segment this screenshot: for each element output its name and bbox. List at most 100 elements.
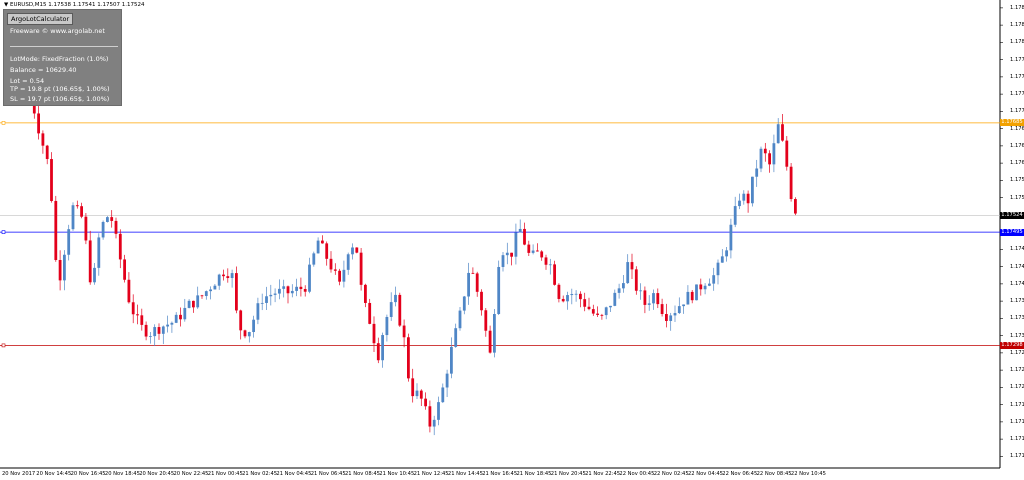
bear-candle bbox=[58, 259, 62, 281]
price-tick-label: 1.17165 bbox=[1010, 418, 1024, 425]
bull-candle bbox=[101, 221, 105, 238]
bull-candle bbox=[342, 269, 346, 282]
lot-text: Lot = 0.54 bbox=[10, 77, 45, 85]
time-tick-label: 22 Nov 06:45 bbox=[722, 471, 758, 477]
bull-candle bbox=[97, 237, 101, 268]
bull-candle bbox=[604, 307, 608, 316]
time-tick-label: 22 Nov 08:45 bbox=[756, 471, 792, 477]
current-price-label: 1.17524 bbox=[1000, 211, 1024, 219]
bull-candle bbox=[282, 286, 286, 289]
bull-candle bbox=[708, 283, 711, 286]
bear-candle bbox=[226, 276, 230, 279]
entry-line-handle bbox=[1, 230, 6, 234]
bull-candle bbox=[759, 148, 763, 169]
symbol-header: ▼ EURUSD,M15 1.17538 1.17541 1.17507 1.1… bbox=[4, 2, 145, 8]
time-tick-label: 22 Nov 02:45 bbox=[653, 471, 689, 477]
bull-candle bbox=[170, 322, 174, 325]
bull-candle bbox=[776, 124, 780, 144]
time-tick-label: 21 Nov 10:45 bbox=[379, 471, 415, 477]
bull-candle bbox=[733, 206, 737, 225]
bear-candle bbox=[136, 314, 139, 316]
bear-candle bbox=[355, 247, 359, 253]
price-tick-label: 1.17255 bbox=[1010, 367, 1024, 374]
bull-candle bbox=[153, 327, 157, 337]
bull-candle bbox=[260, 302, 264, 304]
dropdown-arrow-icon[interactable]: ▼ bbox=[4, 2, 9, 8]
bull-candle bbox=[673, 313, 677, 316]
time-tick-label: 21 Nov 12:45 bbox=[413, 471, 449, 477]
price-tick-label: 1.17345 bbox=[1010, 315, 1024, 322]
bear-candle bbox=[510, 252, 513, 257]
bull-candle bbox=[626, 262, 630, 284]
bull-candle bbox=[669, 315, 673, 321]
time-tick-label: 21 Nov 22:45 bbox=[585, 471, 621, 477]
bull-candle bbox=[187, 300, 191, 308]
price-tick-label: 1.17465 bbox=[1010, 246, 1024, 253]
bull-candle bbox=[166, 324, 169, 327]
lot-calculator-title-button[interactable]: ArgoLotCalculator bbox=[7, 13, 74, 25]
candles bbox=[28, 10, 797, 436]
bull-candle bbox=[174, 314, 178, 323]
sl-price-label: 1.17298 bbox=[1000, 341, 1024, 349]
bull-candle bbox=[290, 290, 294, 294]
bull-candle bbox=[106, 217, 109, 222]
bear-candle bbox=[557, 284, 561, 299]
bull-candle bbox=[415, 390, 419, 397]
bull-candle bbox=[458, 310, 462, 329]
time-tick-label: 21 Nov 14:45 bbox=[447, 471, 483, 477]
bear-candle bbox=[591, 309, 595, 314]
tp-line-handle bbox=[1, 121, 6, 125]
bull-candle bbox=[613, 292, 617, 306]
bull-candle bbox=[652, 293, 655, 304]
tp-text: TP = 19.8 pt (106.65$, 1.00%) bbox=[10, 85, 110, 93]
symbol-info: EURUSD,M15 1.17538 1.17541 1.17507 1.175… bbox=[9, 2, 145, 8]
bear-candle bbox=[192, 300, 195, 308]
bear-candle bbox=[54, 200, 58, 260]
bear-candle bbox=[781, 124, 784, 141]
bear-candle bbox=[484, 310, 488, 331]
bull-candle bbox=[432, 419, 436, 427]
time-tick-label: 20 Nov 20:45 bbox=[139, 471, 175, 477]
price-tick-label: 1.17645 bbox=[1010, 142, 1024, 149]
bear-candle bbox=[419, 390, 423, 399]
bull-candle bbox=[720, 256, 724, 263]
bull-candle bbox=[617, 288, 621, 293]
bull-candle bbox=[161, 326, 165, 334]
bear-candle bbox=[643, 290, 647, 305]
bear-candle bbox=[424, 398, 427, 407]
bear-candle bbox=[527, 244, 531, 253]
bear-candle bbox=[88, 240, 92, 283]
bull-candle bbox=[63, 254, 66, 281]
bull-candle bbox=[677, 306, 681, 314]
bear-candle bbox=[536, 250, 539, 252]
bear-candle bbox=[402, 325, 406, 338]
tp-price-label: 1.17685 bbox=[1000, 119, 1024, 127]
bull-candle bbox=[751, 176, 754, 204]
bear-candle bbox=[789, 166, 793, 200]
bear-candle bbox=[376, 343, 380, 361]
bear-candle bbox=[561, 298, 565, 302]
bear-candle bbox=[785, 140, 789, 167]
bull-candle bbox=[518, 228, 522, 233]
bull-candle bbox=[183, 307, 187, 320]
bear-candle bbox=[200, 295, 204, 297]
bull-candle bbox=[252, 319, 255, 333]
bear-candle bbox=[37, 113, 40, 134]
bear-candle bbox=[544, 257, 548, 265]
price-tick-label: 1.17825 bbox=[1010, 39, 1024, 46]
price-tick-label: 1.17195 bbox=[1010, 401, 1024, 408]
bull-candle bbox=[247, 332, 251, 337]
bear-candle bbox=[243, 330, 247, 337]
bear-candle bbox=[50, 159, 53, 201]
bull-candle bbox=[445, 373, 449, 388]
bear-candle bbox=[333, 269, 337, 271]
bull-candle bbox=[217, 274, 221, 286]
time-tick-label: 20 Nov 22:45 bbox=[173, 471, 209, 477]
bear-candle bbox=[746, 193, 750, 204]
bull-candle bbox=[755, 168, 759, 177]
bear-candle bbox=[239, 310, 243, 331]
bull-candle bbox=[686, 291, 690, 305]
bear-candle bbox=[600, 314, 604, 316]
